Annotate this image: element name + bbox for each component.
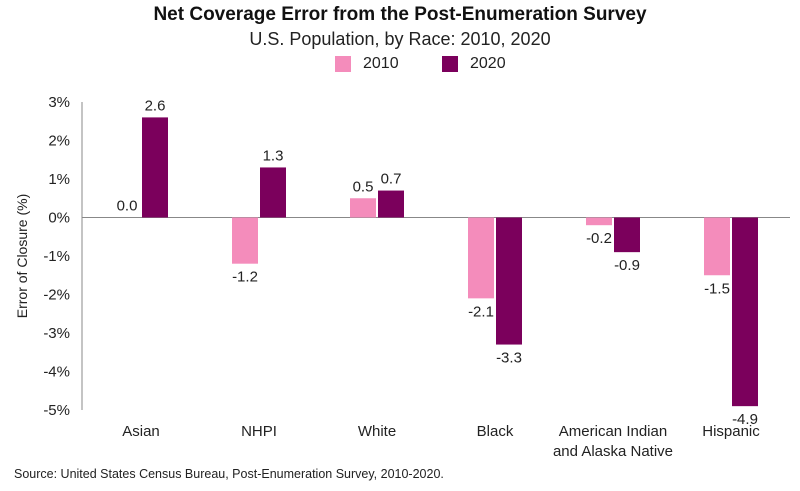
y-tick-label: -5% bbox=[43, 402, 70, 419]
bar-2020-5 bbox=[732, 217, 758, 407]
y-tick-label: -1% bbox=[43, 248, 70, 265]
bar-2020-2 bbox=[378, 190, 404, 218]
data-label-2020-5: -4.9 bbox=[732, 411, 758, 428]
y-tick-label: 0% bbox=[48, 210, 70, 227]
y-tick-label: -2% bbox=[43, 287, 70, 304]
x-tick-label: Black bbox=[477, 423, 514, 440]
data-label-2010-2: 0.5 bbox=[353, 178, 374, 195]
bar-2010-1 bbox=[232, 217, 258, 264]
chart-subtitle: U.S. Population, by Race: 2010, 2020 bbox=[249, 29, 551, 49]
chart-legend: 2010 2020 bbox=[0, 55, 800, 77]
data-label-2020-1: 1.3 bbox=[263, 147, 284, 164]
data-label-2010-5: -1.5 bbox=[704, 280, 730, 297]
x-tick-label: Hispanic bbox=[702, 423, 760, 440]
bar-2010-2 bbox=[350, 198, 376, 218]
y-tick-label: 2% bbox=[48, 133, 70, 150]
legend-label-2010: 2010 bbox=[363, 55, 399, 72]
legend-label-2020: 2020 bbox=[470, 55, 506, 72]
x-tick-label: Asian bbox=[122, 423, 160, 440]
y-axis-title: Error of Closure (%) bbox=[14, 194, 30, 318]
legend-item-2020: 2020 bbox=[442, 55, 506, 73]
data-label-2020-4: -0.9 bbox=[614, 257, 640, 274]
bar-2020-1 bbox=[260, 167, 286, 218]
data-label-2010-1: -1.2 bbox=[232, 269, 258, 286]
bar-2020-3 bbox=[496, 217, 522, 345]
data-label-2010-4: -0.2 bbox=[586, 230, 612, 247]
legend-swatch-2010 bbox=[335, 56, 351, 72]
y-tick-label: -4% bbox=[43, 364, 70, 381]
y-tick-label: 3% bbox=[48, 94, 70, 111]
legend-swatch-2020 bbox=[442, 56, 458, 72]
source-note: Source: United States Census Bureau, Pos… bbox=[14, 467, 444, 481]
bar-2010-5 bbox=[704, 217, 730, 276]
bar-2020-4 bbox=[614, 217, 640, 253]
x-tick-label: and Alaska Native bbox=[553, 443, 673, 460]
bar-2010-4 bbox=[586, 217, 612, 226]
x-tick-label: NHPI bbox=[241, 423, 277, 440]
y-tick-label: -3% bbox=[43, 325, 70, 342]
y-tick-label: 1% bbox=[48, 171, 70, 188]
x-tick-label: White bbox=[358, 423, 396, 440]
data-label-2020-2: 0.7 bbox=[381, 171, 402, 188]
chart-title: Net Coverage Error from the Post-Enumera… bbox=[153, 4, 647, 25]
data-label-2020-3: -3.3 bbox=[496, 350, 522, 367]
bar-2020-0 bbox=[142, 117, 168, 218]
bar-2010-3 bbox=[468, 217, 494, 299]
data-label-2010-0: 0.0 bbox=[117, 198, 138, 215]
x-tick-label: American Indian bbox=[559, 423, 667, 440]
legend-item-2010: 2010 bbox=[335, 55, 399, 73]
data-label-2010-3: -2.1 bbox=[468, 303, 494, 320]
data-label-2020-0: 2.6 bbox=[145, 97, 166, 114]
